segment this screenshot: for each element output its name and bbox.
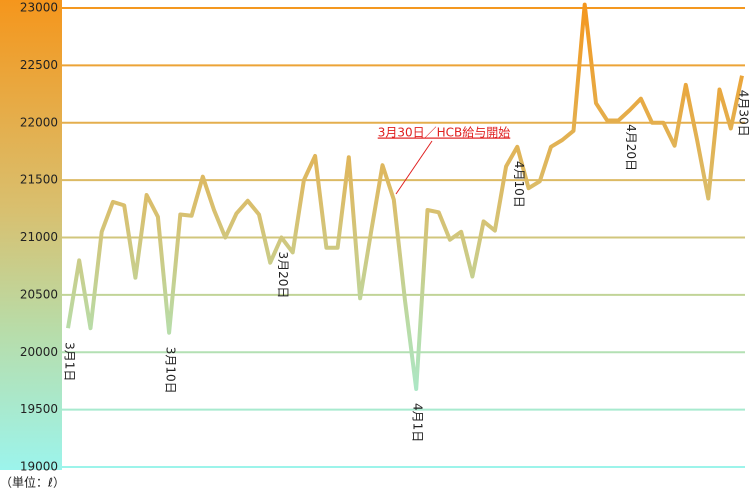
data-line: [66, 2, 744, 391]
x-tick-label: 4月1日: [411, 403, 425, 442]
axis-band: [0, 0, 62, 470]
x-tick-label: 3月1日: [63, 342, 77, 381]
x-tick-label: 4月30日: [737, 90, 751, 137]
y-tick-label: 20500: [20, 287, 58, 301]
y-tick-label: 21500: [20, 173, 58, 187]
x-tick-label: 4月20日: [624, 124, 638, 171]
y-tick-label: 23000: [20, 1, 58, 15]
y-tick-label: 22000: [20, 115, 58, 129]
x-tick-label: 3月10日: [164, 347, 178, 394]
y-tick-label: 19500: [20, 402, 58, 416]
x-tick-label: 3月20日: [276, 252, 290, 299]
y-tick-label: 21000: [20, 230, 58, 244]
annotation-leader: [395, 140, 433, 195]
unit-note: （単位：ℓ）: [0, 475, 65, 490]
y-tick-label: 20000: [20, 345, 58, 359]
y-tick-label: 22500: [20, 58, 58, 72]
y-tick-label: 19000: [20, 460, 58, 474]
x-tick-label: 4月10日: [512, 161, 526, 208]
annotation: 3月30日／HCB給与開始: [378, 126, 511, 140]
